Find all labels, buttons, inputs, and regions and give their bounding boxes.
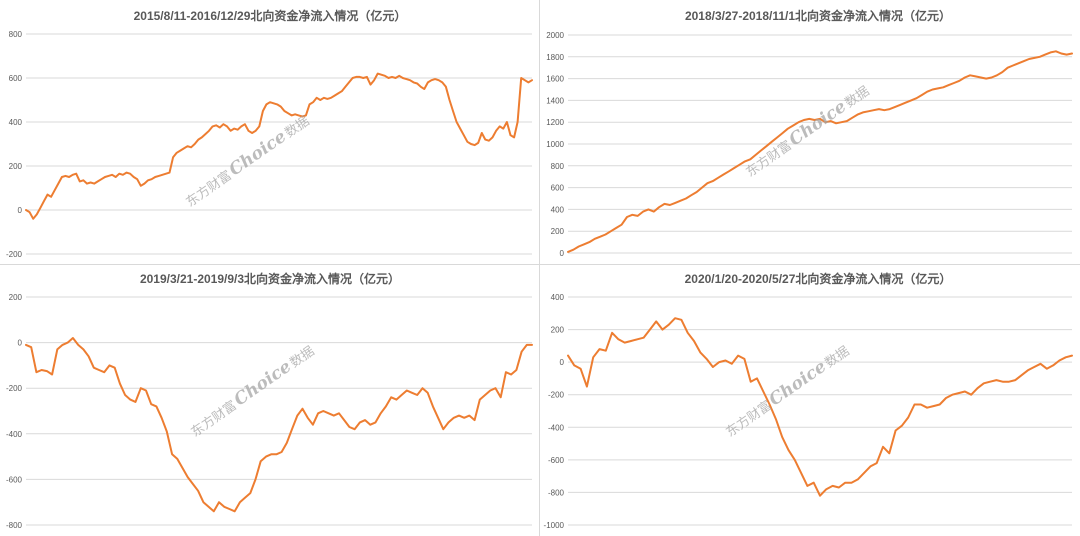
chart-panel-2019: 2019/3/21-2019/9/3北向资金净流入情况（亿元） -800 -600… [0,265,539,536]
y-tick-label: -800 [6,521,23,530]
series-line [25,337,533,513]
y-tick-label: 600 [9,74,23,83]
series-line [567,50,1073,253]
chart-title: 2019/3/21-2019/9/3北向资金净流入情况（亿元） [140,271,400,286]
y-tick-label: 200 [9,162,23,171]
y-tick-label: -600 [6,475,23,484]
chart-panel-2020: 2020/1/20-2020/5/27北向资金净流入情况（亿元） -1000 -8… [540,265,1080,536]
y-tick-label: 1200 [546,118,564,127]
chart-svg-2015: 2015/8/11-2016/12/29北向资金净流入情况（亿元） -200 0 2… [6,8,533,259]
y-tick-label: 1800 [546,53,564,62]
chart-title: 2020/1/20-2020/5/27北向资金净流入情况（亿元） [685,271,952,286]
y-tick-label: 1000 [546,140,564,149]
chart-svg-2018: 2018/3/27-2018/11/1北向资金净流入情况（亿元） 0 200 400… [546,8,1073,258]
y-tick-label: 0 [560,358,565,367]
series-line [25,72,533,220]
chart-svg-2019: 2019/3/21-2019/9/3北向资金净流入情况（亿元） -800 -600… [6,271,533,530]
watermark: 东方财富Choice数据 [186,341,318,442]
chart-panel-2015: 2015/8/11-2016/12/29北向资金净流入情况（亿元） -200 0 2… [0,0,539,264]
y-tick-label: -400 [6,430,23,439]
y-tick-label: -200 [548,391,565,400]
y-tick-label: 0 [560,249,565,258]
y-tick-label: -400 [548,423,565,432]
y-tick-label: 400 [9,118,23,127]
y-tick-label: -1000 [544,521,565,530]
series-line [567,317,1073,497]
chart-svg-2020: 2020/1/20-2020/5/27北向资金净流入情况（亿元） -1000 -8… [544,271,1073,530]
vertical-divider [539,0,540,536]
y-tick-label: 800 [551,162,565,171]
y-tick-label: 1400 [546,96,564,105]
y-tick-label: 400 [551,205,565,214]
y-tick-label: 0 [18,339,23,348]
y-tick-label: 800 [9,30,23,39]
chart-panel-2018: 2018/3/27-2018/11/1北向资金净流入情况（亿元） 0 200 400… [540,0,1080,264]
watermark: 东方财富Choice数据 [181,111,313,212]
y-tick-label: 0 [18,206,23,215]
y-tick-label: -200 [6,250,23,259]
y-tick-label: -200 [6,384,23,393]
y-tick-label: -600 [548,456,565,465]
chart-title: 2018/3/27-2018/11/1北向资金净流入情况（亿元） [685,8,951,23]
y-tick-label: -800 [548,488,565,497]
chart-title: 2015/8/11-2016/12/29北向资金净流入情况（亿元） [134,8,407,23]
y-tick-label: 1600 [546,75,564,84]
y-tick-label: 200 [551,227,565,236]
y-tick-label: 400 [551,293,565,302]
y-tick-label: 600 [551,184,565,193]
watermark: 东方财富Choice数据 [721,341,853,442]
y-tick-label: 200 [551,326,565,335]
y-tick-label: 2000 [546,31,564,40]
y-tick-label: 200 [9,293,23,302]
horizontal-divider [0,264,1080,265]
